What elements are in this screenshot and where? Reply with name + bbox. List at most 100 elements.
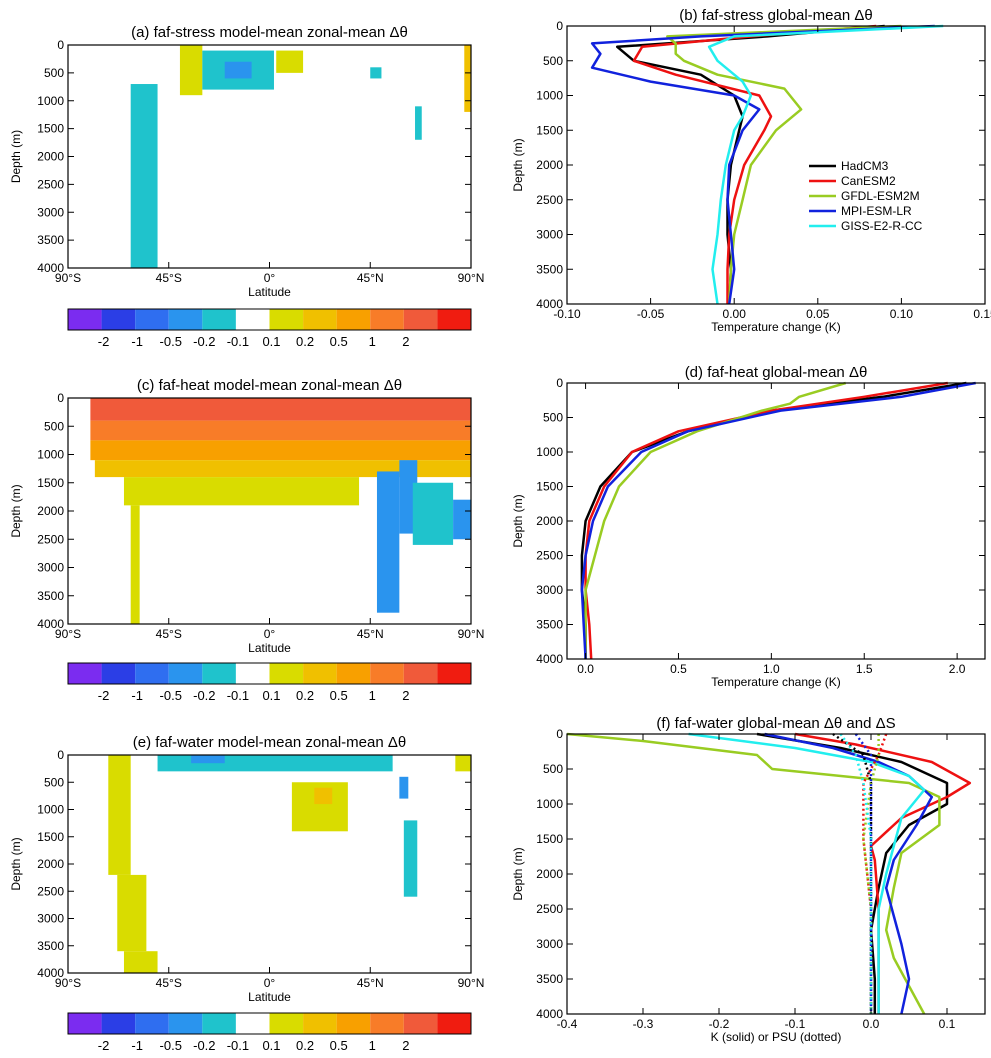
y-tick-label: 3500 [536, 618, 563, 632]
x-tick-label: 0° [264, 271, 276, 285]
anomaly-region [191, 755, 225, 764]
y-tick-label: 1000 [536, 797, 563, 811]
anomaly-region [455, 755, 471, 772]
x-tick-label: 1.5 [856, 662, 873, 676]
series-line-mpi-esm-lr [580, 381, 976, 660]
panel-a: (a) faf-stress model-mean zonal-mean Δθ 0… [9, 24, 484, 349]
colorbar-label: -0.2 [193, 334, 215, 349]
panel-c: (c) faf-heat model-mean zonal-mean Δθ 0 50… [9, 377, 484, 703]
colorbar-swatch [101, 309, 136, 330]
series-line-giss-e2-r-cc [707, 24, 944, 305]
series-line-giss-e2-r-cc [839, 733, 873, 1014]
colorbar-swatch [68, 309, 102, 330]
anomaly-region [90, 440, 471, 461]
series-line-hadcm3 [832, 732, 873, 1014]
colorbar-label: -1 [131, 688, 143, 703]
y-tick-label: 2000 [536, 514, 563, 528]
colorbar-label: -2 [98, 1038, 110, 1053]
anomaly-region [90, 420, 471, 441]
legend-label: GFDL-ESM2M [841, 189, 920, 203]
y-tick-label: 0 [57, 391, 64, 405]
panel-e: (e) faf-water model-mean zonal-mean Δθ 0 5… [9, 734, 484, 1053]
x-tick-label: 0.0 [577, 662, 594, 676]
colorbar-swatch [135, 663, 169, 684]
y-tick-label: 3000 [536, 583, 563, 597]
colorbar-label: -0.5 [160, 334, 182, 349]
colorbar-label: -2 [98, 688, 110, 703]
y-tick-label: 1000 [37, 94, 64, 108]
colorbar-label: 2 [402, 1038, 409, 1053]
y-tick-label: 1500 [37, 122, 64, 136]
colorbar-label: -0.2 [193, 1038, 215, 1053]
y-tick-label: 1500 [536, 832, 563, 846]
x-tick-label: -0.10 [553, 307, 581, 321]
x-tick-label: 0° [264, 627, 276, 641]
y-tick-label: 2000 [37, 857, 64, 871]
y-tick-label: 2500 [37, 177, 64, 191]
y-tick-label: 3000 [37, 205, 64, 219]
y-tick-label: 4000 [37, 261, 64, 275]
colorbar-swatch [437, 1013, 471, 1034]
colorbar-label: 0.1 [262, 1038, 280, 1053]
y-tick-label: 2500 [37, 532, 64, 546]
y-tick-label: 3000 [37, 561, 64, 575]
panel-title: (b) faf-stress global-mean Δθ [679, 7, 872, 24]
y-tick-label: 500 [44, 419, 64, 433]
y-tick-label: 1500 [37, 830, 64, 844]
x-tick-label: 45°N [357, 271, 384, 285]
y-tick-label: 1500 [37, 476, 64, 490]
x-tick-label: 0.0 [863, 1017, 880, 1031]
plot-frame [566, 733, 986, 1015]
y-tick-label: 3000 [536, 937, 563, 951]
colorbar-swatch [269, 663, 304, 684]
x-tick-label: 0° [264, 976, 276, 990]
y-axis-label: Depth (m) [9, 130, 23, 183]
colorbar-label: -0.1 [227, 688, 249, 703]
legend-label: MPI-ESM-LR [841, 204, 912, 218]
colorbar-swatch [168, 1013, 203, 1034]
y-tick-label: 4000 [37, 966, 64, 980]
colorbar-swatch [101, 1013, 136, 1034]
y-tick-label: 2500 [536, 193, 563, 207]
colorbar-swatch [336, 1013, 371, 1034]
x-tick-label: 2.0 [949, 662, 966, 676]
x-tick-label: 1.0 [763, 662, 780, 676]
x-axis-label: Latitude [248, 641, 291, 655]
x-tick-label: 90°N [458, 627, 485, 641]
anomaly-region [130, 505, 140, 624]
panel-b: (b) faf-stress global-mean Δθ 0 500 1000 150… [511, 7, 991, 334]
y-tick-label: 0 [556, 727, 563, 741]
series-line-canesm2 [584, 381, 949, 660]
y-tick-label: 3500 [536, 262, 563, 276]
colorbar-label: 2 [402, 688, 409, 703]
x-axis-label: Temperature change (K) [711, 320, 840, 334]
anomaly-region [453, 499, 471, 540]
colorbar-label: 0.1 [262, 688, 280, 703]
colorbar-label: 0.5 [330, 1038, 348, 1053]
panel-d: (d) faf-heat global-mean Δθ 0 500 1000 1500 2… [511, 364, 986, 689]
series-line-mpi-esm-lr [590, 24, 935, 305]
colorbar-swatch [403, 663, 438, 684]
x-tick-label: 45°S [156, 976, 182, 990]
colorbar-label: 0.2 [296, 1038, 314, 1053]
x-tick-label: 90°N [458, 271, 485, 285]
colorbar-swatch [303, 309, 337, 330]
colorbar-swatch [269, 309, 304, 330]
y-tick-label: 2500 [37, 884, 64, 898]
x-tick-label: -0.2 [709, 1017, 730, 1031]
colorbar-swatch [370, 309, 404, 330]
colorbar-swatch [370, 663, 404, 684]
x-tick-label: 0.15 [973, 307, 991, 321]
panel-f: (f) faf-water global-mean Δθ and ΔS 0 500 1… [511, 715, 986, 1044]
y-tick-label: 3500 [37, 939, 64, 953]
colorbar-swatch [303, 1013, 337, 1034]
anomaly-region [276, 50, 304, 73]
series-line-gfdl-esm2m [666, 24, 902, 305]
x-tick-label: 90°S [55, 627, 81, 641]
colorbar-label: 0.5 [330, 688, 348, 703]
y-tick-label: 2500 [536, 549, 563, 563]
y-tick-label: 500 [44, 66, 64, 80]
y-tick-label: 3000 [37, 912, 64, 926]
x-tick-label: 0.05 [806, 307, 830, 321]
